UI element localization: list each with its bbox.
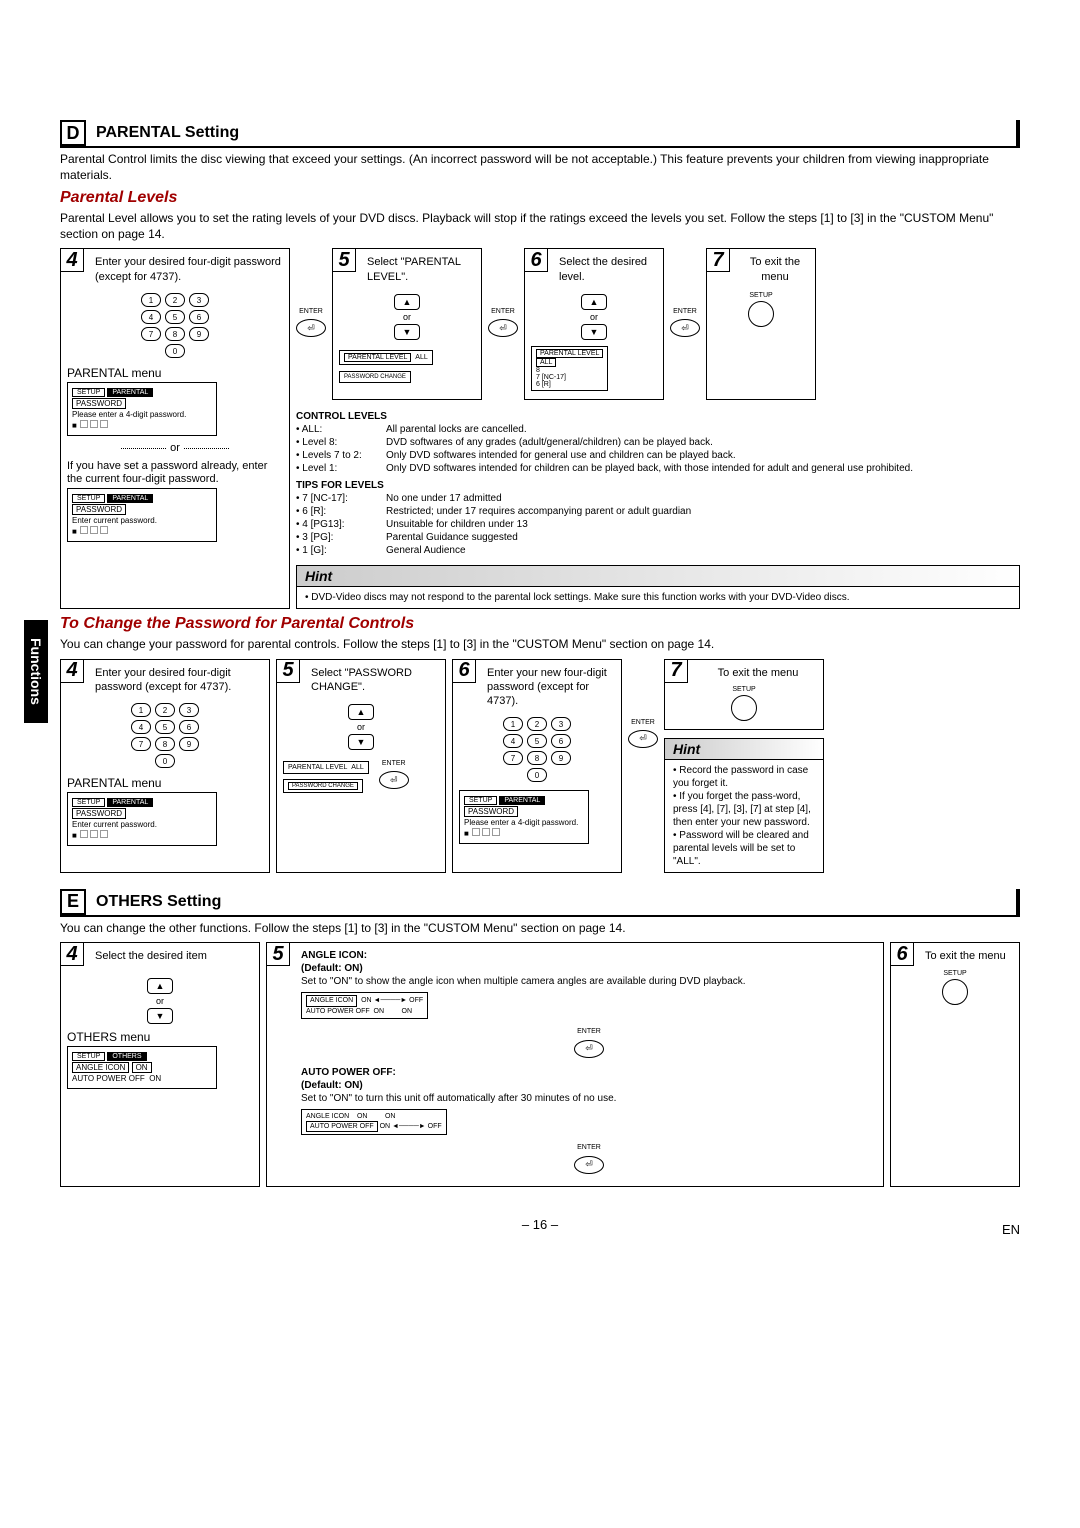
enter-button-icon: ⏎ bbox=[296, 319, 326, 337]
parental-menu-label: PARENTAL menu bbox=[67, 366, 283, 380]
hint-box-1: Hint • DVD-Video discs may not respond t… bbox=[296, 565, 1020, 609]
enter-label: ENTER ⏎ bbox=[628, 659, 658, 873]
up-arrow-icon: ▲ bbox=[348, 704, 374, 720]
arrows-5: ▲ or ▼ bbox=[339, 294, 475, 340]
e-step5-box: 5 ANGLE ICON: (Default: ON) Set to "ON" … bbox=[266, 942, 884, 1187]
step5-box: 5 Select "PARENTAL LEVEL". ▲ or ▼ PARENT… bbox=[332, 248, 482, 400]
password-steps-row: 4 Enter your desired four-digit password… bbox=[60, 659, 1020, 873]
or-divider: or bbox=[67, 442, 283, 454]
section-e-header: E OTHERS Setting bbox=[60, 889, 1020, 917]
parental-levels-text: Parental Level allows you to set the rat… bbox=[60, 211, 1020, 242]
section-d-intro: Parental Control limits the disc viewing… bbox=[60, 152, 1020, 183]
down-arrow-icon: ▼ bbox=[394, 324, 420, 340]
up-arrow-icon: ▲ bbox=[147, 978, 173, 994]
osd-parental-3: SETUPPARENTAL PASSWORD Enter current pas… bbox=[67, 792, 217, 846]
up-arrow-icon: ▲ bbox=[394, 294, 420, 310]
p2-step7-box: 7 To exit the menu SETUP bbox=[664, 659, 824, 730]
page-number: – 16 – bbox=[60, 1217, 1020, 1232]
step5-num: 5 bbox=[332, 248, 356, 272]
section-e-title: OTHERS Setting bbox=[96, 893, 221, 911]
keypad-icon: 123 456 789 0 bbox=[459, 716, 615, 782]
enter-button-icon: ENTER ⏎ bbox=[301, 1027, 877, 1058]
step4-box: 4 Enter your desired four-digit password… bbox=[60, 248, 290, 609]
enter-button-icon: ENTER ⏎ bbox=[379, 760, 409, 793]
osd-parental-4: SETUPPARENTAL PASSWORD Please enter a 4-… bbox=[459, 790, 589, 844]
p2-step4-box: 4 Enter your desired four-digit password… bbox=[60, 659, 270, 873]
parental-steps-row: 4 Enter your desired four-digit password… bbox=[60, 248, 1020, 609]
page: Functions D PARENTAL Setting Parental Co… bbox=[60, 120, 1020, 1232]
midcol: ENTER ⏎ 5 Select "PARENTAL LEVEL". ▲ or … bbox=[296, 248, 1020, 609]
keypad-icon: 123 456 789 0 bbox=[67, 292, 283, 358]
enter-label-3: ENTER ⏎ bbox=[670, 248, 700, 400]
arrows-6: ▲ or ▼ bbox=[531, 294, 657, 340]
step6-text: Select the desired level. bbox=[559, 255, 657, 284]
password-change-title: To Change the Password for Parental Cont… bbox=[60, 615, 1020, 633]
up-arrow-icon: ▲ bbox=[581, 294, 607, 310]
step6-num: 6 bbox=[524, 248, 548, 272]
enter-label-1: ENTER ⏎ bbox=[296, 248, 326, 400]
p2-right-col: 7 To exit the menu SETUP Hint • Record t… bbox=[664, 659, 824, 873]
keypad-icon: 123 456 789 0 bbox=[67, 702, 263, 768]
enter-button-icon: ⏎ bbox=[628, 730, 658, 748]
section-letter-d: D bbox=[60, 120, 86, 146]
e-step4-box: 4 Select the desired item ▲ or ▼ OTHERS … bbox=[60, 942, 260, 1187]
others-steps-row: 4 Select the desired item ▲ or ▼ OTHERS … bbox=[60, 942, 1020, 1187]
step5-text: Select "PARENTAL LEVEL". bbox=[367, 255, 475, 284]
step7-box: 7 To exit the menu SETUP bbox=[706, 248, 816, 400]
step7-text: To exit the menu bbox=[741, 255, 809, 284]
enter-label-2: ENTER ⏎ bbox=[488, 248, 518, 400]
sidebar-tab-functions: Functions bbox=[24, 620, 48, 723]
step4-text: Enter your desired four-digit password (… bbox=[95, 255, 283, 284]
setup-button-icon: SETUP bbox=[897, 970, 1013, 1005]
osd-parental-1: SETUPPARENTAL PASSWORD Please enter a 4-… bbox=[67, 382, 217, 436]
p2-step5-box: 5 Select "PASSWORD CHANGE". ▲ or ▼ PAREN… bbox=[276, 659, 446, 873]
enter-button-icon: ⏎ bbox=[488, 319, 518, 337]
password-change-text: You can change your password for parenta… bbox=[60, 637, 1020, 653]
enter-button-icon: ENTER ⏎ bbox=[301, 1143, 877, 1174]
section-d-title: PARENTAL Setting bbox=[96, 124, 239, 142]
control-levels: CONTROL LEVELS • ALL:All parental locks … bbox=[296, 410, 1020, 557]
e-step6-box: 6 To exit the menu SETUP bbox=[890, 942, 1020, 1187]
down-arrow-icon: ▼ bbox=[147, 1008, 173, 1024]
step7-num: 7 bbox=[706, 248, 730, 272]
section-e-intro: You can change the other functions. Foll… bbox=[60, 921, 1020, 937]
step4-note: If you have set a password already, ente… bbox=[67, 460, 283, 486]
step6-box: 6 Select the desired level. ▲ or ▼ PAREN… bbox=[524, 248, 664, 400]
osd-parental-2: SETUPPARENTAL PASSWORD Enter current pas… bbox=[67, 488, 217, 542]
down-arrow-icon: ▼ bbox=[581, 324, 607, 340]
setup-button-icon: SETUP bbox=[671, 686, 817, 721]
section-d-header: D PARENTAL Setting bbox=[60, 120, 1020, 148]
down-arrow-icon: ▼ bbox=[348, 734, 374, 750]
section-letter-e: E bbox=[60, 889, 86, 915]
parental-levels-title: Parental Levels bbox=[60, 189, 1020, 207]
osd-others: SETUPOTHERS ANGLE ICON ON AUTO POWER OFF… bbox=[67, 1046, 217, 1089]
enter-button-icon: ⏎ bbox=[670, 319, 700, 337]
lang-label: EN bbox=[1002, 1222, 1020, 1237]
hint-box-2: Hint • Record the password in case you f… bbox=[664, 738, 824, 873]
step4-num: 4 bbox=[60, 248, 84, 272]
p2-step6-box: 6 Enter your new four-digit password (ex… bbox=[452, 659, 622, 873]
setup-button-icon: SETUP bbox=[713, 292, 809, 327]
